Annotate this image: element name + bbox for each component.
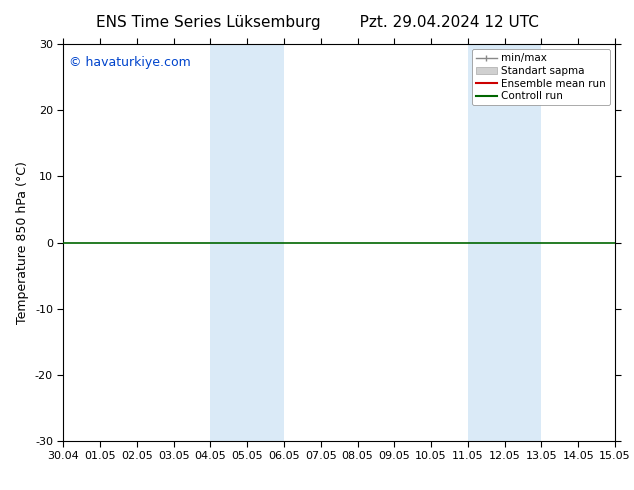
- Y-axis label: Temperature 850 hPa (°C): Temperature 850 hPa (°C): [16, 161, 29, 324]
- Legend: min/max, Standart sapma, Ensemble mean run, Controll run: min/max, Standart sapma, Ensemble mean r…: [472, 49, 610, 105]
- Text: © havaturkiye.com: © havaturkiye.com: [69, 56, 191, 69]
- Bar: [210, 44, 284, 441]
- Bar: [468, 44, 541, 441]
- Text: ENS Time Series Lüksemburg        Pzt. 29.04.2024 12 UTC: ENS Time Series Lüksemburg Pzt. 29.04.20…: [96, 15, 538, 30]
